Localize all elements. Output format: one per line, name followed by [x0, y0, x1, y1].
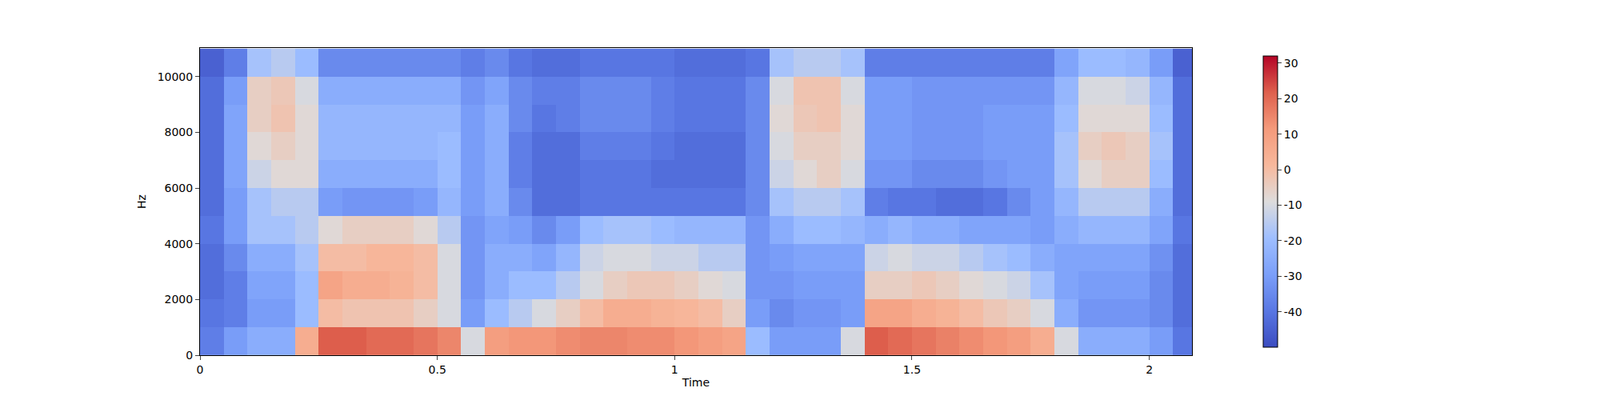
svg-text:2000: 2000 [164, 292, 194, 306]
svg-text:2: 2 [1145, 363, 1153, 376]
svg-text:Time: Time [681, 376, 710, 389]
svg-text:Hz: Hz [135, 194, 148, 209]
svg-text:10000: 10000 [157, 70, 194, 84]
svg-text:20: 20 [1284, 92, 1299, 105]
svg-text:1: 1 [671, 363, 679, 376]
svg-text:8000: 8000 [164, 125, 194, 139]
svg-text:-30: -30 [1284, 269, 1303, 283]
svg-text:0: 0 [185, 348, 193, 362]
svg-text:0.5: 0.5 [428, 363, 447, 376]
svg-text:-10: -10 [1284, 198, 1303, 212]
svg-text:-20: -20 [1284, 234, 1303, 248]
svg-text:30: 30 [1284, 56, 1299, 70]
svg-text:1.5: 1.5 [903, 363, 921, 376]
svg-text:10: 10 [1284, 128, 1299, 141]
svg-text:0: 0 [196, 363, 204, 376]
svg-text:4000: 4000 [164, 237, 194, 251]
svg-text:0: 0 [1284, 163, 1292, 176]
svg-text:6000: 6000 [164, 181, 194, 195]
svg-text:-40: -40 [1284, 305, 1303, 319]
